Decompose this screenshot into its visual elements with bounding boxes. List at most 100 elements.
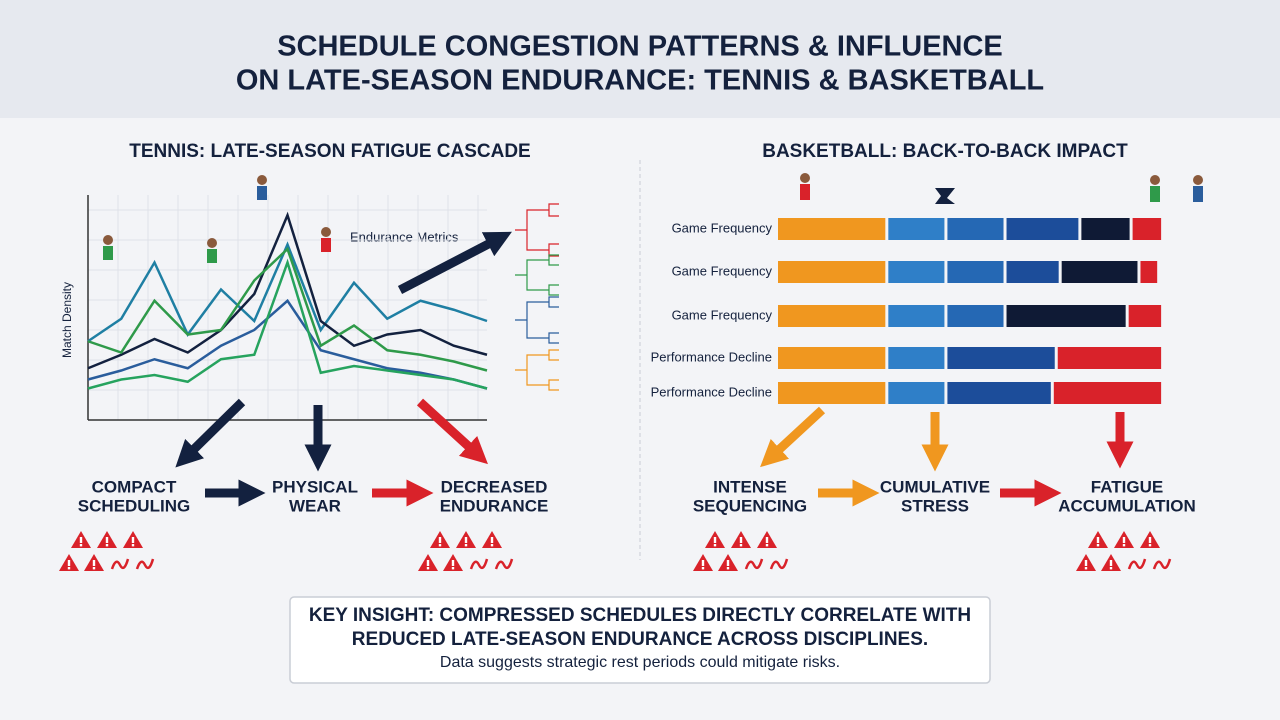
bar-segment [888,218,945,240]
warning-mark [438,544,442,547]
warning-mark [1109,560,1113,566]
bar-segment [888,305,945,327]
warning-mark [1084,567,1088,570]
bar-segment [1057,347,1162,369]
warning-mark [105,544,109,547]
data-line [87,246,488,372]
flow-step: ENDURANCE [440,496,549,515]
bar-segment [888,261,945,283]
warning-mark [131,544,135,547]
warning-mark [464,537,468,543]
warning-mark [67,567,71,570]
flow-step: FATIGUE [1091,477,1163,496]
flow-step: SEQUENCING [693,496,807,515]
bar-segment [778,261,886,283]
warning-mark [451,560,455,566]
warning-mark [739,537,743,543]
bar-segment [1132,218,1162,240]
bar-segment [1053,382,1162,404]
warning-mark [713,537,717,543]
warning-mark [701,560,705,566]
fatigue-icon [494,558,514,570]
bar-segment [1006,218,1079,240]
warning-mark [464,544,468,547]
bar-segment [1128,305,1162,327]
flow-step: DECREASED [441,477,548,496]
warning-mark [67,560,71,566]
bar-segment [947,382,1051,404]
bar-segment [1006,305,1126,327]
warning-mark [92,567,96,570]
flow-step: PHYSICAL [272,477,358,496]
bar-segment [888,347,945,369]
warning-mark [131,537,135,543]
warning-mark [739,544,743,547]
bar-segment [888,382,945,404]
bar-segment [947,218,1004,240]
warning-icons [59,531,1172,571]
bar-segment [1140,261,1158,283]
warning-mark [713,544,717,547]
insight-box [289,596,991,684]
warning-mark [1148,537,1152,543]
warning-mark [79,544,83,547]
data-line [87,211,488,370]
flow-step: COMPACT [92,477,177,496]
flow-step: WEAR [289,496,341,515]
bar-segment [1081,218,1130,240]
panel-title: TENNIS: LATE-SEASON FATIGUE CASCADE [129,141,530,162]
bar-segment [778,218,886,240]
bar-segment [947,261,1004,283]
bar-segment [1061,261,1138,283]
warning-mark [1096,544,1100,547]
y-axis-label: Match Density [60,282,74,358]
warning-mark [426,560,430,566]
bar-label: Performance Decline [651,349,772,364]
title: SCHEDULE CONGESTION PATTERNS & INFLUENCE [277,31,1003,63]
title: ON LATE-SEASON ENDURANCE: TENNIS & BASKE… [236,65,1044,97]
warning-mark [451,567,455,570]
bar-segment [778,382,886,404]
fatigue-icon [110,558,130,570]
arrows [175,231,1134,507]
bar-segment [947,305,1004,327]
fatigue-icon [769,558,789,570]
warning-mark [726,567,730,570]
insight-note: Data suggests strategic rest periods cou… [440,654,840,671]
warning-mark [426,567,430,570]
flow-step: INTENSE [713,477,787,496]
fatigue-icon [744,558,764,570]
insight-headline: KEY INSIGHT: COMPRESSED SCHEDULES DIRECT… [309,605,971,626]
bar-label: Performance Decline [651,384,772,399]
athletes [103,173,1203,263]
panel-title: BASKETBALL: BACK-TO-BACK IMPACT [762,141,1128,162]
warning-mark [765,544,769,547]
bar-segment [947,347,1055,369]
bar-label: Game Frequency [672,307,773,322]
data-line [87,298,488,390]
warning-mark [438,537,442,543]
warning-mark [92,560,96,566]
warning-mark [490,544,494,547]
bar-segment [778,305,886,327]
fatigue-icon [135,558,155,570]
warning-mark [490,537,494,543]
data-line [87,241,488,343]
warning-mark [1122,537,1126,543]
annotation: Endurance Metrics [350,229,459,244]
warning-mark [79,537,83,543]
flow-step: ACCUMULATION [1058,496,1196,515]
insight-headline: REDUCED LATE-SEASON ENDURANCE ACROSS DIS… [352,629,928,650]
data-line [87,258,488,390]
flow-step: SCHEDULING [78,496,190,515]
header-band [0,0,1280,118]
warning-mark [726,560,730,566]
warning-mark [1109,567,1113,570]
bar-segment [778,347,886,369]
fatigue-icon [1152,558,1172,570]
bar-segment [1006,261,1059,283]
warning-mark [765,537,769,543]
bar-label: Game Frequency [672,220,773,235]
flow-step: STRESS [901,496,969,515]
